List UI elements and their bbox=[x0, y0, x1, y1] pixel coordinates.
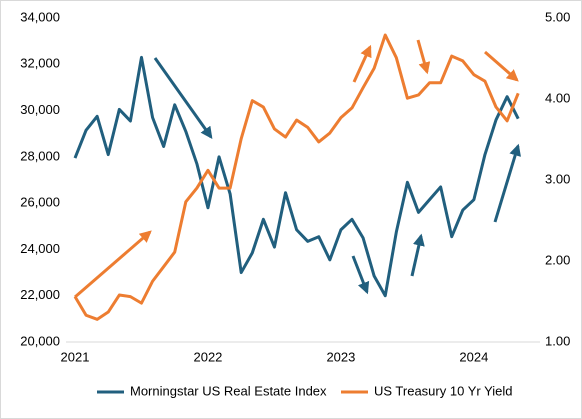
y-tick-label: 20,000 bbox=[20, 333, 60, 348]
legend-label: US Treasury 10 Yr Yield bbox=[374, 383, 513, 398]
arrow bbox=[493, 143, 521, 223]
legend-label: Morningstar US Real Estate Index bbox=[130, 383, 327, 398]
arrow bbox=[153, 57, 213, 139]
arrow bbox=[416, 39, 431, 75]
annotation-arrows bbox=[74, 39, 521, 299]
x-tick-label: 2023 bbox=[326, 349, 355, 364]
arrow bbox=[484, 50, 519, 82]
series-line bbox=[73, 55, 520, 298]
y2-tick-label: 3.00 bbox=[545, 171, 570, 186]
y-tick-label: 30,000 bbox=[20, 102, 60, 117]
y-tick-label: 26,000 bbox=[20, 195, 60, 210]
y-tick-label: 28,000 bbox=[20, 148, 60, 163]
arrow bbox=[74, 230, 152, 299]
y2-tick-label: 4.00 bbox=[545, 90, 570, 105]
x-tick-label: 2022 bbox=[193, 349, 222, 364]
y2-tick-label: 1.00 bbox=[545, 333, 570, 348]
arrow bbox=[410, 233, 425, 277]
x-tick-label: 2024 bbox=[459, 349, 488, 364]
y-tick-label: 34,000 bbox=[20, 9, 60, 24]
y2-tick-label: 2.00 bbox=[545, 252, 570, 267]
y2-tick-label: 5.00 bbox=[545, 9, 570, 24]
series-line bbox=[73, 33, 520, 321]
y-tick-label: 32,000 bbox=[20, 56, 60, 71]
arrow bbox=[351, 255, 370, 295]
arrow bbox=[352, 44, 372, 83]
y-tick-label: 24,000 bbox=[20, 241, 60, 256]
y-tick-label: 22,000 bbox=[20, 287, 60, 302]
x-tick-label: 2021 bbox=[61, 349, 90, 364]
